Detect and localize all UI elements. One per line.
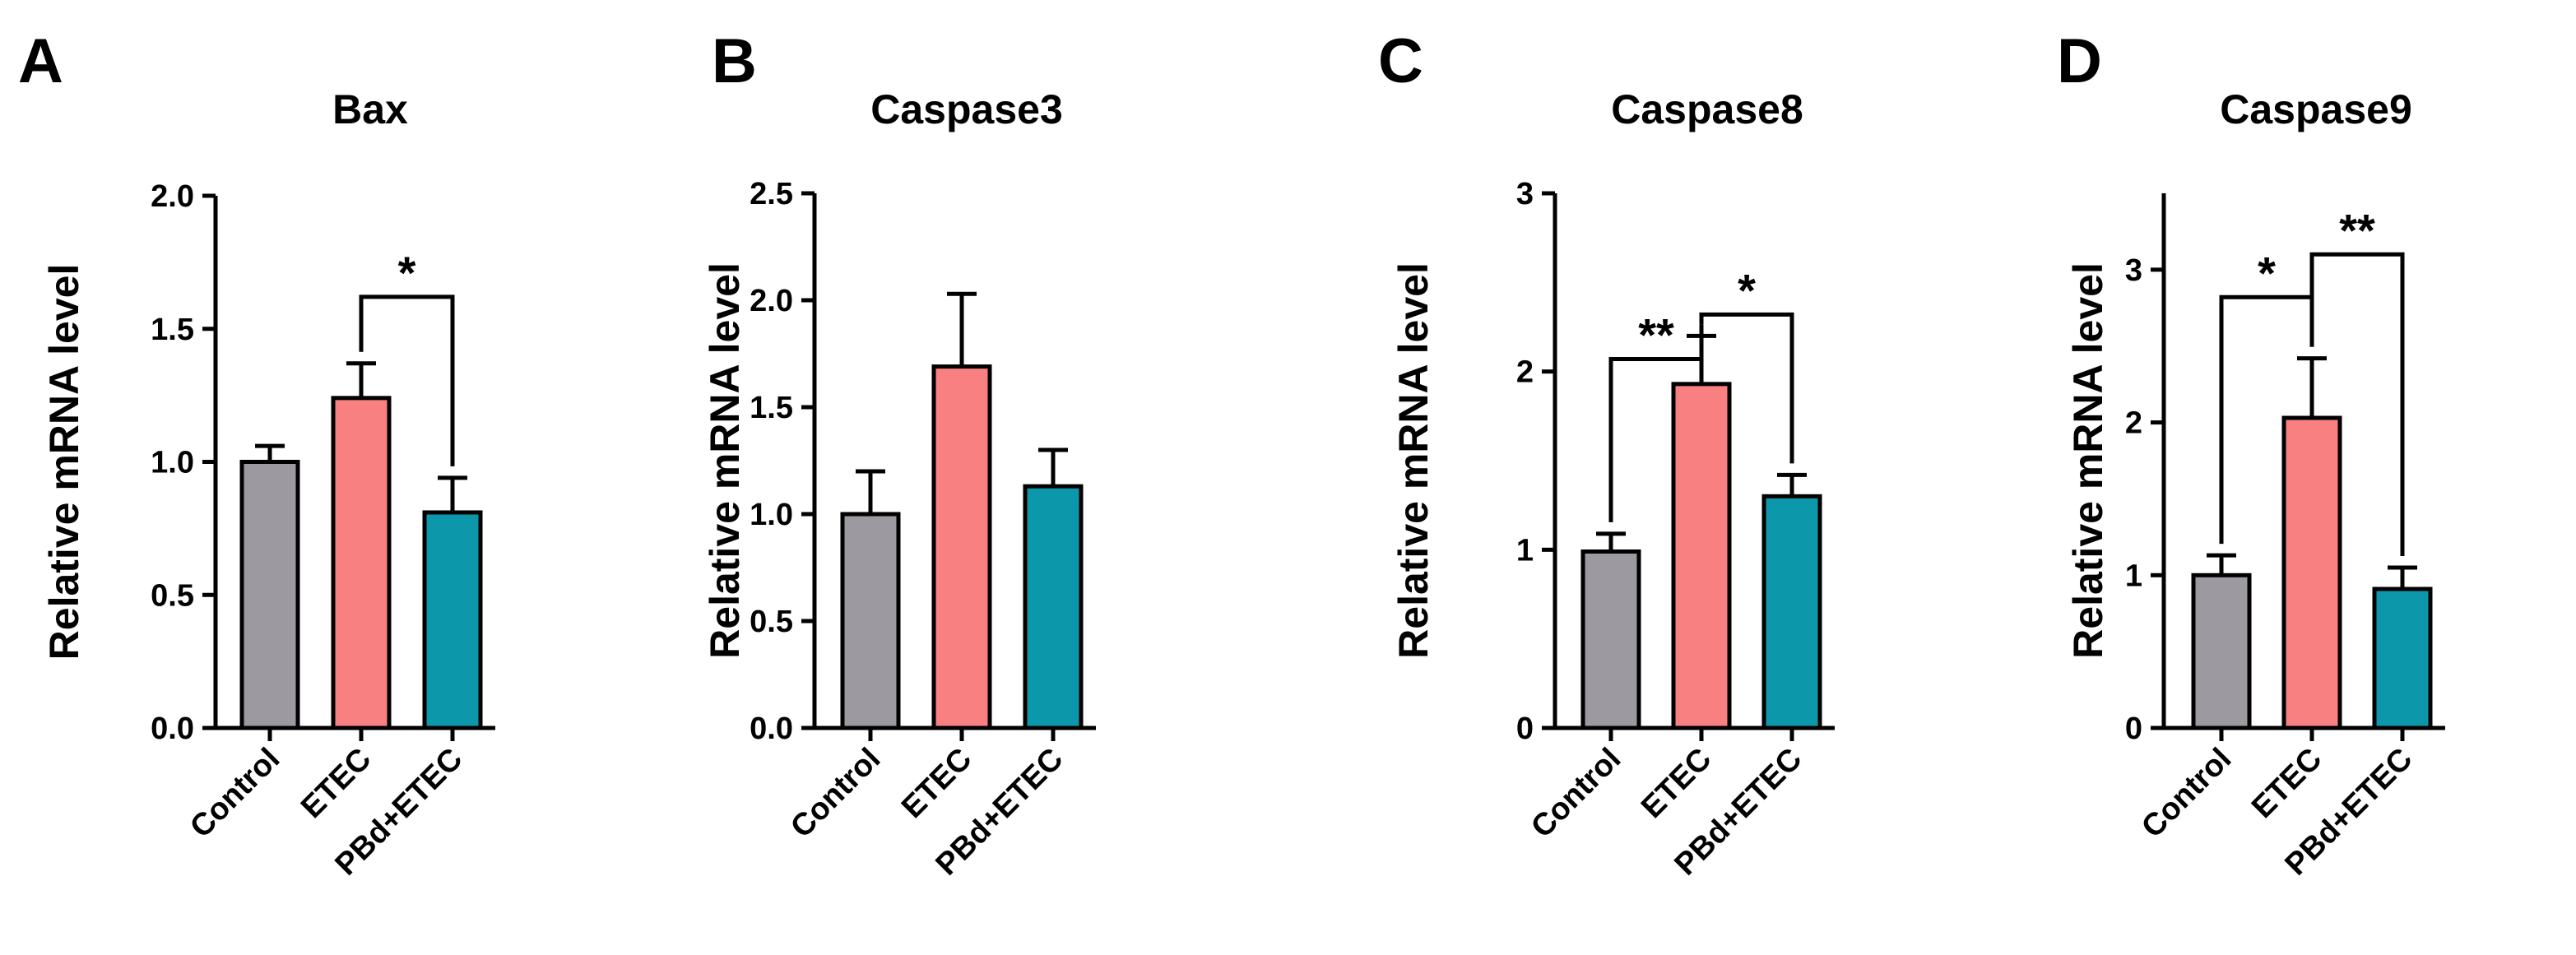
- category-label: ETEC: [1635, 742, 1718, 825]
- significance-label: *: [1738, 264, 1756, 316]
- y-axis-label: Relative mRNA level: [41, 264, 87, 661]
- panel-b: B Caspase3 Relative mRNA level 0.0 0.5 1.0 1.5…: [702, 26, 1096, 882]
- y-tick-label: 2: [1516, 355, 1534, 390]
- y-axis-label: Relative mRNA level: [2065, 262, 2111, 659]
- panel-letter: C: [1378, 26, 1423, 96]
- y-axis-label: Relative mRNA level: [1390, 262, 1437, 659]
- panel-d: D Caspase9 Relative mRNA level 0 1 2 3 Control E…: [2057, 26, 2445, 882]
- y-axis-label: Relative mRNA level: [702, 262, 748, 659]
- bar-pbd-etec: [422, 510, 483, 730]
- y-tick-label: 0.5: [151, 578, 194, 613]
- bar-pbd-etec: [1023, 484, 1084, 730]
- category-label: Control: [784, 742, 887, 845]
- y-tick-label: 2: [2125, 406, 2142, 441]
- y-tick-label: 1.0: [151, 446, 194, 480]
- bar-control: [1580, 549, 1641, 730]
- bar-etec: [1671, 382, 1732, 730]
- panel-c: C Caspase8 Relative mRNA level 0 1 2 3 Control E…: [1378, 26, 1835, 882]
- category-label: ETEC: [2245, 742, 2328, 825]
- bar-control: [2191, 573, 2252, 730]
- chart-title: Caspase9: [2220, 86, 2412, 132]
- significance-label: **: [2339, 204, 2375, 256]
- category-label: Control: [1525, 742, 1627, 845]
- bar-etec: [331, 396, 392, 730]
- chart-title: Bax: [332, 86, 408, 132]
- significance-label: *: [2258, 247, 2276, 299]
- y-tick-label: 1: [2125, 559, 2142, 593]
- y-tick-label: 1.5: [750, 391, 793, 425]
- category-label: Control: [183, 742, 286, 845]
- panel-letter: B: [712, 26, 757, 96]
- category-label: ETEC: [295, 742, 378, 825]
- bar-pbd-etec: [2372, 586, 2433, 730]
- category-label: Control: [2135, 742, 2238, 845]
- significance-bracket: [2309, 252, 2405, 556]
- y-tick-label: 2.0: [151, 179, 194, 214]
- y-tick-label: 0: [1516, 712, 1534, 746]
- y-tick-label: 0.5: [750, 605, 793, 639]
- y-tick-label: 0: [2125, 712, 2142, 746]
- significance-label: **: [1638, 309, 1674, 361]
- panel-letter: D: [2057, 26, 2102, 96]
- chart-title: Caspase3: [870, 86, 1063, 132]
- y-tick-label: 3: [2125, 253, 2142, 288]
- significance-bracket: [1608, 324, 1704, 522]
- y-tick-label: 1.0: [750, 498, 793, 532]
- bar-etec: [2281, 415, 2342, 730]
- y-tick-label: 1.5: [151, 313, 194, 347]
- category-label: ETEC: [895, 742, 978, 825]
- panel-a: A Bax Relative mRNA level 0.0 0.5 1.0 1.5 2.0 Co…: [18, 26, 495, 882]
- y-tick-label: 0.0: [151, 712, 194, 746]
- y-tick-label: 0.0: [750, 712, 793, 746]
- significance-bracket: [1699, 312, 1794, 464]
- bar-pbd-etec: [1761, 494, 1822, 730]
- bar-control: [239, 460, 300, 730]
- y-tick-label: 2.5: [750, 177, 793, 211]
- y-tick-label: 3: [1516, 177, 1534, 211]
- y-tick-label: 1: [1516, 533, 1534, 568]
- bar-control: [840, 512, 901, 730]
- panel-letter: A: [18, 26, 63, 96]
- significance-bracket: [359, 294, 455, 466]
- bar-etec: [931, 364, 992, 730]
- y-tick-label: 2.0: [750, 284, 793, 318]
- significance-label: *: [398, 247, 416, 299]
- chart-title: Caspase8: [1611, 86, 1803, 132]
